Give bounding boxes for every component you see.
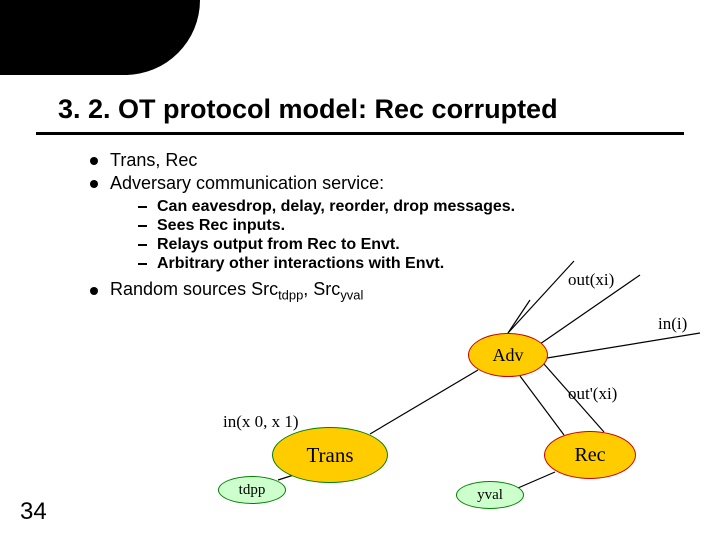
diagram-lines [0,0,720,540]
slide-number: 34 [20,498,47,526]
